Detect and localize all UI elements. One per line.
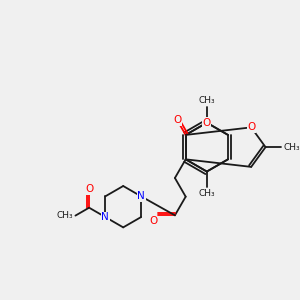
Text: CH₃: CH₃ <box>199 189 215 198</box>
Text: CH₃: CH₃ <box>199 96 215 105</box>
Text: O: O <box>173 115 181 125</box>
Text: CH₃: CH₃ <box>284 142 300 152</box>
Text: O: O <box>203 118 211 128</box>
Text: O: O <box>150 216 158 226</box>
Text: N: N <box>101 212 109 222</box>
Text: N: N <box>137 191 145 201</box>
Text: O: O <box>85 184 93 194</box>
Text: CH₃: CH₃ <box>57 211 74 220</box>
Text: O: O <box>247 122 255 132</box>
